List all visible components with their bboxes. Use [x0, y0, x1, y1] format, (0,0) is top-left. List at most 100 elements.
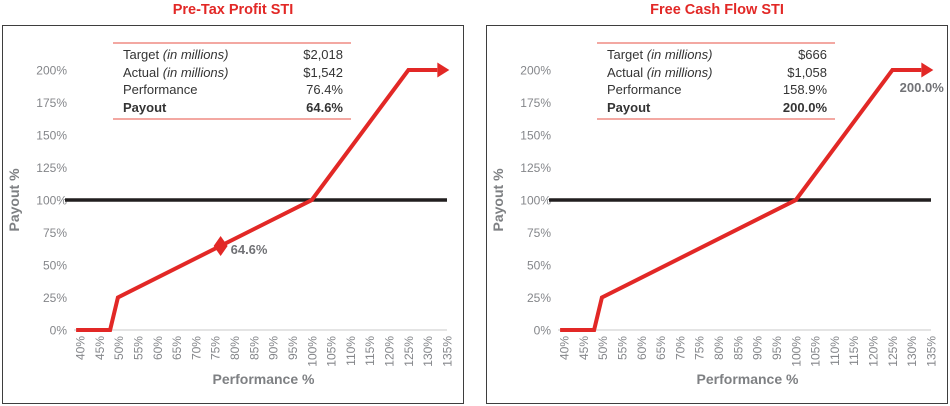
y-tick-label: 0%	[50, 324, 68, 338]
pretax-profit-chart-section: Pre-Tax Profit STI 0% 25% 50% 75% 100% 125% 15…	[2, 0, 464, 404]
row-label: Target	[123, 47, 160, 62]
x-tick-label: 105%	[325, 336, 339, 367]
actual-marker-diamond-icon	[213, 236, 228, 257]
summary-table: Target (in millions) $666 Actual (in mil…	[597, 42, 835, 120]
chart-panel: 0% 25% 50% 75% 100% 125% 150% 175% 200% Payout % 4…	[2, 25, 464, 404]
row-value: 64.6%	[306, 99, 343, 115]
x-tick-label: 40%	[558, 336, 572, 360]
x-tick-label: 100%	[305, 336, 319, 367]
payout-curve-line	[560, 68, 922, 332]
x-tick-label: 50%	[596, 336, 610, 360]
x-tick-label: 90%	[267, 336, 281, 360]
y-axis-title: Payout %	[490, 168, 506, 232]
x-axis-title: Performance %	[213, 371, 315, 387]
x-tick-label: 65%	[654, 336, 668, 360]
row-value: $1,542	[303, 64, 343, 80]
y-tick-label: 75%	[43, 226, 67, 240]
x-tick-label: 130%	[905, 336, 919, 367]
table-row-payout: Payout 200.0%	[597, 99, 835, 117]
x-tick-label: 80%	[712, 336, 726, 360]
summary-table: Target (in millions) $2,018 Actual (in m…	[113, 42, 351, 120]
row-label: Performance	[607, 82, 682, 97]
x-tick-label: 100%	[789, 336, 803, 367]
x-tick-label: 45%	[577, 336, 591, 360]
row-label: Payout	[607, 99, 651, 115]
payout-chart-svg: 0% 25% 50% 75% 100% 125% 150% 175% 200% Payout % 4…	[6, 62, 455, 387]
x-tick-label: 75%	[209, 336, 223, 360]
x-tick-label: 110%	[828, 336, 842, 366]
table-row-actual: Actual (in millions) $1,542	[113, 64, 351, 82]
x-tick-label: 135%	[925, 336, 939, 367]
x-tick-label: 120%	[867, 336, 881, 367]
x-tick-label: 135%	[441, 336, 455, 367]
y-axis-title: Payout %	[6, 168, 22, 232]
x-tick-label: 95%	[286, 336, 300, 360]
x-tick-label: 75%	[693, 336, 707, 360]
y-tick-label: 25%	[43, 291, 67, 305]
row-label: Actual	[123, 64, 160, 80]
x-tick-label: 70%	[673, 336, 687, 360]
x-tick-label: 60%	[635, 336, 649, 360]
x-tick-label: 90%	[751, 336, 765, 360]
table-row-performance: Performance 158.9%	[597, 81, 835, 99]
chart-panel: 0% 25% 50% 75% 100% 125% 150% 175% 200% Payout % 4…	[486, 25, 948, 404]
x-tick-label: 50%	[112, 336, 126, 360]
x-tick-label: 45%	[93, 336, 107, 360]
y-tick-label: 125%	[520, 161, 551, 175]
table-row-performance: Performance 76.4%	[113, 81, 351, 99]
row-value: $666	[798, 47, 827, 62]
y-tick-label: 50%	[43, 259, 67, 273]
marker-value-label: 64.6%	[231, 242, 268, 257]
y-tick-label: 175%	[520, 96, 551, 110]
row-value: 200.0%	[782, 99, 827, 115]
row-note: (in millions)	[162, 64, 229, 80]
x-tick-label: 115%	[363, 336, 377, 366]
x-tick-label: 65%	[170, 336, 184, 360]
payout-curve-line	[76, 68, 438, 332]
x-tick-label: 85%	[731, 336, 745, 360]
x-tick-label: 130%	[421, 336, 435, 367]
x-tick-label: 120%	[383, 336, 397, 367]
row-label: Actual	[607, 64, 644, 80]
y-tick-label: 25%	[527, 291, 551, 305]
x-tick-label: 95%	[770, 336, 784, 360]
row-label: Performance	[123, 82, 198, 97]
row-value: 158.9%	[782, 82, 827, 97]
row-note: (in millions)	[646, 47, 713, 62]
y-tick-label: 200%	[520, 64, 551, 78]
row-note: (in millions)	[162, 47, 229, 62]
table-row-target: Target (in millions) $2,018	[113, 46, 351, 64]
table-row-payout: Payout 64.6%	[113, 99, 351, 117]
row-label: Target	[607, 47, 644, 62]
table-row-target: Target (in millions) $666	[597, 46, 835, 64]
row-value: 76.4%	[306, 82, 343, 97]
x-tick-label: 55%	[615, 336, 629, 360]
y-tick-label: 150%	[36, 129, 67, 143]
x-tick-label: 110%	[344, 336, 358, 366]
payout-chart-svg: 0% 25% 50% 75% 100% 125% 150% 175% 200% Payout % 4…	[490, 62, 944, 387]
x-tick-label: 80%	[228, 336, 242, 360]
y-tick-label: 75%	[527, 226, 551, 240]
x-tick-label: 70%	[189, 336, 203, 360]
x-tick-label: 115%	[847, 336, 861, 366]
row-value: $2,018	[303, 47, 343, 62]
y-tick-label: 125%	[36, 161, 67, 175]
y-tick-label: 150%	[520, 129, 551, 143]
row-value: $1,058	[787, 64, 827, 80]
x-tick-label: 40%	[74, 336, 88, 360]
x-tick-label: 125%	[402, 336, 416, 367]
arrow-right-icon	[437, 62, 450, 78]
free-cash-flow-chart-section: Free Cash Flow STI 0% 25% 50% 75% 100% 125% 15…	[486, 0, 948, 404]
x-tick-label: 60%	[151, 336, 165, 360]
y-tick-label: 50%	[527, 259, 551, 273]
table-row-actual: Actual (in millions) $1,058	[597, 64, 835, 82]
y-tick-label: 200%	[36, 64, 67, 78]
chart-title: Free Cash Flow STI	[650, 2, 784, 18]
x-axis-title: Performance %	[697, 371, 799, 387]
y-tick-label: 100%	[520, 194, 551, 208]
y-tick-label: 0%	[534, 324, 552, 338]
x-tick-label: 55%	[131, 336, 145, 360]
chart-title: Pre-Tax Profit STI	[172, 2, 294, 18]
x-tick-label: 125%	[886, 336, 900, 367]
